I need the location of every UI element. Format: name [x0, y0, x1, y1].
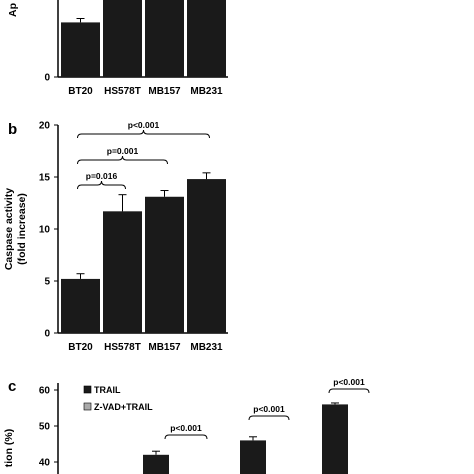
panel-b-label: b [8, 121, 17, 138]
panel-c-bar [240, 440, 266, 474]
panel-b-significance-label: p<0.001 [128, 120, 160, 130]
panel-a-category-label: HS578T [104, 86, 141, 97]
panel-c-significance-label: p<0.001 [253, 404, 285, 414]
panel-a-bar-HS578T [103, 0, 142, 77]
panel-b-significance-bracket [77, 129, 210, 139]
panel-a-bar-MB231 [187, 0, 226, 77]
panel-c-significance-bracket [164, 434, 208, 440]
panel-b-y-tick-label: 20 [39, 121, 51, 132]
panel-a-bar-MB157 [145, 0, 184, 77]
panel-a-y-tick-label: 0 [44, 73, 50, 84]
panel-c-significance-bracket [328, 388, 370, 394]
panel-b-significance-bracket [77, 180, 126, 190]
panel-c-legend-swatch [83, 385, 92, 394]
panel-b-bar-MB231 [187, 179, 226, 333]
panel-b-category-label: HS578T [104, 342, 141, 353]
panel-c-significance-label: p<0.001 [333, 377, 365, 387]
panel-b-y-axis-label: Caspase activity [3, 188, 15, 270]
panel-c-legend-label: Z-VAD+TRAIL [94, 402, 153, 412]
panel-b-category-label: BT20 [68, 342, 93, 353]
panel-c-significance-bracket [248, 415, 290, 421]
panel-b-y-tick-label: 10 [39, 225, 51, 236]
panel-b-category-label: MB231 [190, 342, 223, 353]
panel-b-significance-label: p=0.016 [86, 171, 118, 181]
panel-c-significance-label: p<0.001 [170, 423, 202, 433]
panel-c-y-tick-label: 40 [39, 458, 51, 469]
panel-b-category-label: MB157 [148, 342, 181, 353]
panel-b-significance-label: p=0.001 [107, 146, 139, 156]
panel-c-legend-label: TRAIL [94, 385, 121, 395]
panel-c-bar [143, 454, 169, 474]
panel-b-bar-BT20 [61, 278, 100, 333]
panel-a-y-axis-label: Ap [7, 3, 19, 17]
panel-a-category-label: MB157 [148, 86, 181, 97]
panel-a-category-label: MB231 [190, 86, 223, 97]
panel-c-y-tick-label: 50 [39, 422, 51, 433]
panel-b-y-tick-label: 5 [44, 277, 50, 288]
panel-a-bar-BT20 [61, 22, 100, 77]
panel-b-bar-MB157 [145, 196, 184, 333]
panel-b-y-tick-label: 0 [44, 329, 50, 340]
panel-b-bar-HS578T [103, 211, 142, 333]
panel-b-y-axis-label-line2: (fold increase) [16, 193, 28, 265]
panel-c-y-axis-label: tion (%) [3, 429, 15, 468]
panel-b-significance-bracket [77, 155, 168, 165]
panel-c-label: c [8, 378, 16, 395]
panel-c-legend-swatch [83, 402, 92, 411]
panel-c-y-tick-label: 60 [39, 386, 51, 397]
panel-b-y-tick-label: 15 [39, 173, 51, 184]
panel-c-bar [322, 404, 348, 474]
panel-a-category-label: BT20 [68, 86, 93, 97]
